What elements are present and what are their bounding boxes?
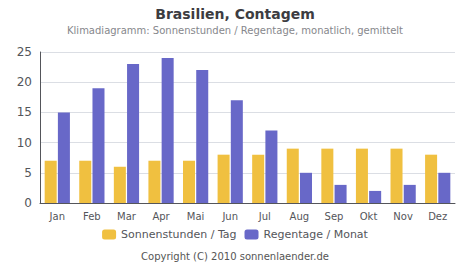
svg-text:5: 5 [24,166,32,180]
svg-text:Mai: Mai [187,211,205,222]
svg-text:Brasilien, Contagem: Brasilien, Contagem [155,6,315,22]
svg-text:Sep: Sep [325,211,344,222]
svg-text:Mar: Mar [117,211,137,222]
svg-text:Okt: Okt [360,211,378,222]
svg-text:Feb: Feb [83,211,101,222]
svg-text:Dez: Dez [428,211,447,222]
svg-text:10: 10 [17,136,32,150]
svg-text:Jul: Jul [258,211,271,222]
svg-text:Apr: Apr [152,211,170,222]
svg-text:Copyright (C) 2010 sonnenlaend: Copyright (C) 2010 sonnenlaender.de [141,251,329,262]
svg-text:Regentage / Monat: Regentage / Monat [264,228,369,241]
svg-text:Sonnenstunden / Tag: Sonnenstunden / Tag [121,228,236,241]
svg-text:Nov: Nov [393,211,413,222]
svg-text:Jan: Jan [49,211,65,222]
svg-text:Klimadiagramm: Sonnenstunden /: Klimadiagramm: Sonnenstunden / Regentage… [67,25,403,36]
svg-text:0: 0 [24,196,32,210]
svg-text:25: 25 [17,45,32,59]
svg-text:Jun: Jun [221,211,238,222]
svg-text:15: 15 [17,105,32,119]
svg-text:20: 20 [17,75,32,89]
svg-text:Aug: Aug [290,211,310,222]
